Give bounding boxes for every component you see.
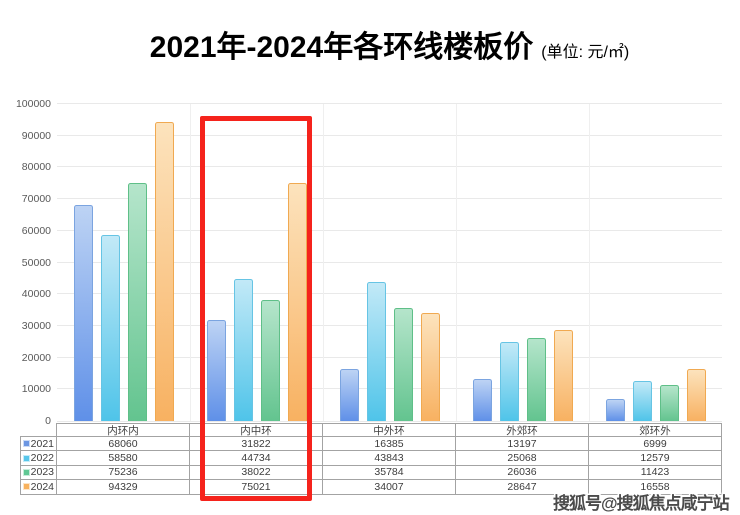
y-axis-tick-label: 30000: [21, 319, 51, 332]
chart-title: 2021年-2024年各环线楼板价: [149, 31, 534, 64]
table-value-2024-郊环外: 16558: [589, 480, 722, 495]
legend-year-label: 2022: [30, 452, 54, 465]
bar-2022-郊环外: [632, 381, 652, 421]
gridline: [57, 388, 722, 390]
bar-2024-中外环: [420, 313, 440, 421]
bar-2022-外郊环: [499, 342, 519, 421]
category-separator-line: [323, 104, 324, 421]
gridline: [57, 103, 722, 104]
table-value-2022-内中环: 44734: [190, 451, 323, 466]
table-header-郊环外: 郊环外: [589, 423, 722, 437]
gridline: [57, 356, 722, 358]
bar-2023-郊环外: [659, 385, 679, 421]
bar-group-外郊环: [456, 104, 589, 421]
gridline: [57, 229, 722, 231]
table-value-2022-外郊环: 25068: [456, 451, 589, 466]
legend-swatch-icon: [22, 468, 30, 476]
legend-item-2022: 2022: [20, 451, 57, 466]
highlight-rectangle: [200, 116, 312, 501]
gridline: [57, 421, 722, 422]
legend-item-2024: 2024: [20, 480, 57, 495]
y-axis-tick-label: 40000: [21, 288, 51, 301]
legend-swatch-icon: [22, 483, 30, 491]
legend-year-label: 2023: [30, 466, 54, 479]
table-value-2024-内中环: 75021: [190, 480, 323, 495]
gridline: [57, 324, 722, 326]
bar-2023-外郊环: [526, 338, 546, 421]
legend-swatch-icon: [22, 454, 30, 462]
legend-item-2023: 2023: [20, 465, 57, 481]
legend-year-label: 2021: [30, 437, 54, 450]
y-axis-tick-label: 60000: [21, 224, 51, 237]
table-value-2023-内环内: 75236: [57, 465, 190, 481]
watermark-text: 搜狐号@搜狐焦点咸宁站: [553, 494, 730, 513]
bar-2021-内环内: [73, 205, 93, 421]
bar-2023-中外环: [393, 308, 413, 421]
table-header-外郊环: 外郊环: [456, 423, 589, 437]
y-axis-tick-label: 100000: [15, 98, 51, 110]
y-axis-tick-label: 0: [45, 415, 51, 427]
bar-2021-内中环: [206, 320, 226, 421]
table-header-中外环: 中外环: [323, 423, 456, 437]
bar-group-中外环: [323, 104, 456, 421]
table-value-2021-内中环: 31822: [190, 437, 323, 452]
table-value-2021-外郊环: 13197: [456, 437, 589, 452]
table-value-2021-中外环: 16385: [323, 437, 456, 452]
bar-2022-内中环: [233, 279, 253, 421]
bar-2024-内中环: [287, 183, 307, 421]
data-table: 内环内 内中环 中外环 外郊环 郊环外 2021 68060 31822 16385 13197 6…: [20, 423, 722, 495]
table-value-2023-郊环外: 11423: [589, 465, 722, 481]
table-corner-cell: [20, 423, 57, 437]
bar-2023-内环内: [127, 183, 147, 421]
table-value-2021-内环内: 68060: [57, 437, 190, 452]
bar-group-内中环: [190, 104, 323, 421]
table-value-2022-中外环: 43843: [323, 451, 456, 466]
table-value-2022-郊环外: 12579: [589, 451, 722, 466]
bar-2024-外郊环: [553, 330, 573, 421]
table-value-2022-内环内: 58580: [57, 451, 190, 466]
table-value-2024-内环内: 94329: [57, 480, 190, 495]
table-value-2024-中外环: 34007: [323, 480, 456, 495]
y-axis-tick-label: 70000: [21, 193, 51, 206]
gridline: [57, 134, 722, 136]
legend-year-label: 2024: [30, 480, 54, 493]
y-axis-tick-label: 50000: [21, 256, 51, 269]
bar-group-内环内: [57, 104, 190, 421]
y-axis-tick-label: 80000: [21, 161, 51, 174]
y-axis-tick-label: 20000: [21, 351, 51, 364]
bar-2024-郊环外: [686, 369, 706, 421]
y-axis-tick-label: 10000: [21, 383, 51, 396]
legend-swatch-icon: [22, 440, 30, 448]
bar-2021-郊环外: [605, 399, 625, 421]
table-value-2024-外郊环: 28647: [456, 480, 589, 495]
table-value-2023-外郊环: 26036: [456, 465, 589, 481]
table-value-2021-郊环外: 6999: [589, 437, 722, 452]
bar-2023-内中环: [260, 300, 280, 421]
category-separator-line: [589, 104, 590, 421]
gridline: [57, 261, 722, 263]
bar-2021-中外环: [339, 369, 359, 421]
gridline: [57, 293, 722, 295]
gridline: [57, 198, 722, 200]
table-header-内中环: 内中环: [190, 423, 323, 437]
y-axis-tick-label: 90000: [21, 129, 51, 142]
bar-groups: [57, 104, 722, 421]
table-value-2023-内中环: 38022: [190, 465, 323, 481]
bar-group-郊环外: [589, 104, 722, 421]
chart-title-block: 2021年-2024年各环线楼板价 (单位: 元/㎡): [57, 22, 722, 66]
gridline: [57, 166, 722, 168]
category-separator-line: [190, 104, 191, 421]
table-value-2023-中外环: 35784: [323, 465, 456, 481]
plot-area: 0 10000 20000 30000 40000 50000 60000 70000 8000…: [16, 99, 722, 426]
chart-unit-label: (单位: 元/㎡): [541, 44, 630, 61]
bar-2022-内环内: [100, 235, 120, 421]
bar-2024-内环内: [154, 122, 174, 421]
category-separator-line: [456, 104, 457, 421]
bar-2022-中外环: [366, 282, 386, 421]
bar-2021-外郊环: [472, 379, 492, 421]
legend-item-2021: 2021: [20, 437, 57, 452]
table-header-内环内: 内环内: [57, 423, 190, 437]
